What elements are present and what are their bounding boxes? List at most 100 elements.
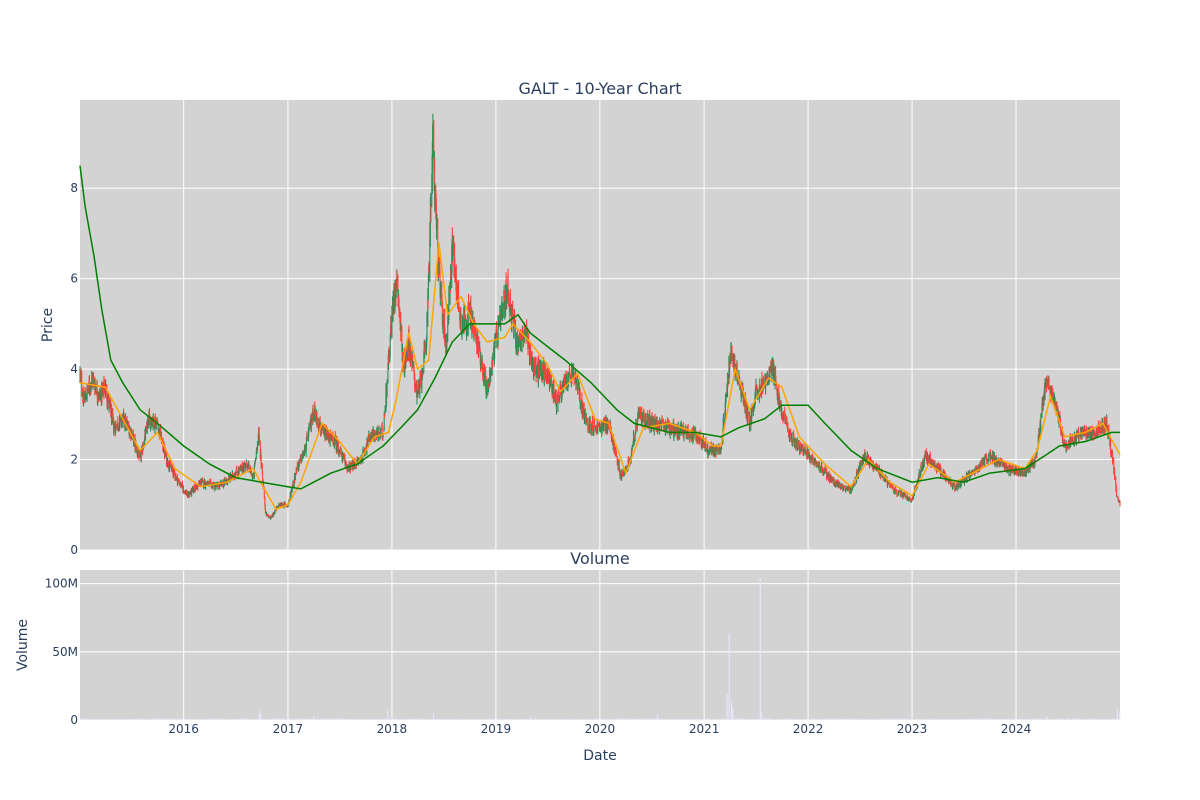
volume-bar — [554, 718, 556, 720]
volume-bar — [347, 718, 349, 720]
volume-bar — [411, 718, 412, 720]
volume-bar — [257, 718, 259, 720]
volume-bar — [141, 718, 143, 720]
volume-bar — [1061, 718, 1063, 720]
volume-bar — [267, 718, 269, 720]
volume-bar — [823, 718, 825, 720]
volume-bar — [885, 718, 887, 720]
volume-bar — [538, 719, 540, 720]
volume-bar — [530, 716, 532, 720]
volume-bar — [1039, 718, 1041, 720]
volume-bar — [730, 718, 732, 720]
price-y-tick-label: 0 — [70, 543, 78, 557]
volume-bar — [1029, 718, 1031, 720]
volume-bar — [484, 719, 486, 720]
volume-bar — [438, 718, 440, 720]
volume-bar — [879, 718, 881, 720]
volume-bar — [155, 718, 157, 720]
volume-bar — [269, 719, 271, 720]
volume-bar — [670, 718, 672, 720]
volume-bar — [596, 718, 598, 720]
volume-y-tick-label: 100M — [45, 577, 78, 591]
volume-bar — [899, 718, 901, 720]
volume-bar — [558, 719, 560, 720]
volume-bar — [393, 718, 395, 720]
volume-bar — [177, 718, 179, 720]
green-moving-average-line — [79, 165, 1120, 490]
volume-bar — [81, 718, 83, 720]
volume-bar — [1073, 718, 1074, 720]
volume-bar — [359, 718, 361, 720]
volume-bar — [618, 718, 620, 720]
volume-bar — [628, 718, 630, 720]
volume-bar — [1045, 715, 1048, 720]
volume-bar — [839, 718, 841, 720]
volume-bar — [811, 718, 813, 720]
volume-bar — [135, 718, 137, 720]
volume-bar — [500, 719, 502, 720]
volume-bar — [775, 718, 777, 720]
volume-bar — [825, 717, 827, 720]
volume-bar — [1098, 719, 1100, 720]
volume-bar — [317, 718, 319, 720]
volume-bar — [831, 718, 833, 720]
volume-bar — [706, 718, 708, 720]
volume-bar — [265, 719, 267, 720]
volume-bar — [771, 719, 773, 720]
volume-bar — [843, 718, 845, 720]
volume-bar — [622, 718, 624, 720]
volume-bar — [957, 718, 959, 720]
volume-bar — [424, 718, 426, 720]
volume-bar — [961, 718, 963, 720]
volume-bar — [1110, 718, 1112, 720]
volume-bar — [714, 719, 716, 720]
volume-bar — [943, 718, 945, 720]
volume-bar — [568, 718, 570, 720]
volume-bar — [855, 719, 857, 720]
volume-bar — [339, 718, 341, 720]
volume-bar — [642, 718, 644, 720]
volume-bar — [221, 718, 223, 720]
volume-bar — [526, 719, 528, 720]
volume-bar — [1057, 719, 1059, 720]
volume-bar — [1041, 718, 1043, 720]
volume-bar — [963, 718, 965, 720]
price-y-tick-label: 8 — [70, 181, 78, 195]
volume-bar — [805, 718, 807, 720]
volume-bar — [381, 718, 383, 720]
volume-bar — [985, 718, 987, 720]
volume-bar — [139, 718, 141, 720]
price-y-tick-label: 4 — [70, 362, 78, 376]
volume-bar — [809, 718, 811, 720]
volume-bar — [708, 718, 710, 720]
volume-bar — [969, 718, 971, 720]
volume-bar — [101, 719, 103, 720]
volume-bar — [355, 718, 357, 720]
volume-bar — [865, 719, 867, 720]
volume-bar — [598, 718, 600, 720]
volume-bar — [387, 710, 389, 720]
volume-bar — [83, 718, 85, 720]
volume-bar — [321, 718, 323, 720]
volume-bar — [319, 719, 321, 720]
volume-bar — [1096, 718, 1098, 720]
volume-bar — [217, 718, 219, 720]
volume-bar — [175, 719, 177, 720]
volume-bar — [89, 719, 91, 720]
volume-bar — [674, 719, 676, 720]
volume-bar — [263, 718, 265, 720]
volume-bar — [1086, 718, 1088, 720]
volume-bar — [738, 718, 740, 720]
volume-bar — [401, 719, 403, 720]
volume-bar — [430, 718, 432, 720]
volume-bar — [258, 710, 260, 720]
volume-bar — [1049, 719, 1051, 720]
volume-bar — [399, 719, 401, 720]
volume-bar — [1043, 718, 1045, 720]
volume-bar — [799, 719, 801, 720]
volume-bar — [458, 718, 460, 720]
volume-bar — [369, 719, 371, 720]
volume-bar — [875, 718, 877, 720]
volume-bar — [887, 718, 889, 720]
price-y-tick-label: 2 — [70, 453, 78, 467]
